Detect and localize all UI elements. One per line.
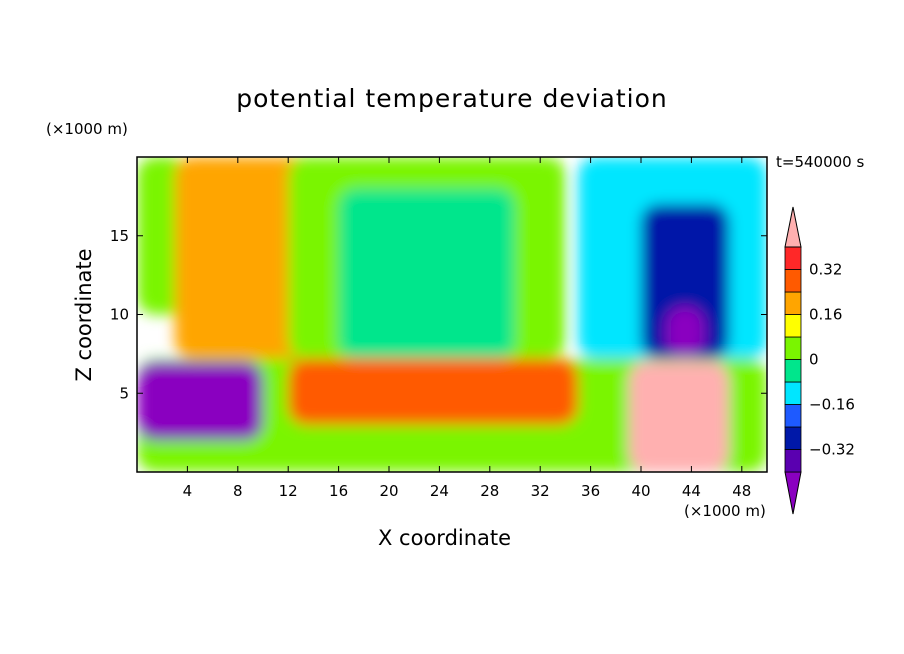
x-axis-title: X coordinate: [378, 526, 512, 550]
x-tick-label: 4: [183, 482, 193, 500]
colorbar-segment: [784, 246, 802, 270]
x-tick-label: 44: [682, 482, 701, 500]
x-tick-label: 16: [329, 482, 348, 500]
field-region-9: [137, 361, 263, 441]
colorbar-segment: [784, 291, 802, 315]
colorbar-label: 0.32: [809, 261, 842, 279]
x-tick-label: 48: [732, 482, 751, 500]
y-tick-label: 10: [110, 306, 129, 324]
field-region-10: [288, 358, 578, 425]
y-tick-label: 15: [110, 227, 129, 245]
x-unit-label: (×1000 m): [684, 502, 766, 520]
colorbar-label: −0.16: [809, 396, 855, 414]
field-regions: [137, 157, 767, 472]
field-region-4: [338, 188, 515, 359]
y-unit-label: (×1000 m): [46, 120, 128, 138]
colorbar-segment: [784, 404, 802, 428]
x-tick-label: 36: [581, 482, 600, 500]
x-tick-label: 28: [480, 482, 499, 500]
colorbar-segment: [784, 359, 802, 383]
colorbar-segment: [784, 314, 802, 338]
colorbar-segment: [784, 381, 802, 405]
x-tick-label: 20: [379, 482, 398, 500]
x-tick-label: 40: [631, 482, 650, 500]
time-label: t=540000 s: [776, 153, 865, 171]
colorbar-label: 0.16: [809, 306, 842, 324]
field-region-7: [666, 306, 704, 359]
colorbar-segment: [784, 449, 802, 473]
chart-title: potential temperature deviation: [236, 84, 668, 113]
colorbar-label: −0.32: [809, 441, 855, 459]
x-tick-label: 8: [233, 482, 243, 500]
colorbar-segment: [784, 269, 802, 293]
colorbar-segment: [784, 336, 802, 360]
x-tick-label: 12: [279, 482, 298, 500]
field-region-6: [641, 204, 730, 359]
colorbar-max-arrow: [784, 206, 802, 248]
colorbar-segment: [784, 426, 802, 450]
x-tick-label: 24: [430, 482, 449, 500]
field-region-11: [628, 361, 730, 472]
x-tick-label: 32: [531, 482, 550, 500]
y-tick-label: 5: [119, 384, 129, 402]
colorbar-min-arrow: [784, 471, 802, 515]
field-region-0: [137, 157, 188, 315]
field-region-2: [187, 251, 263, 359]
colorbar-label: 0: [809, 351, 819, 369]
